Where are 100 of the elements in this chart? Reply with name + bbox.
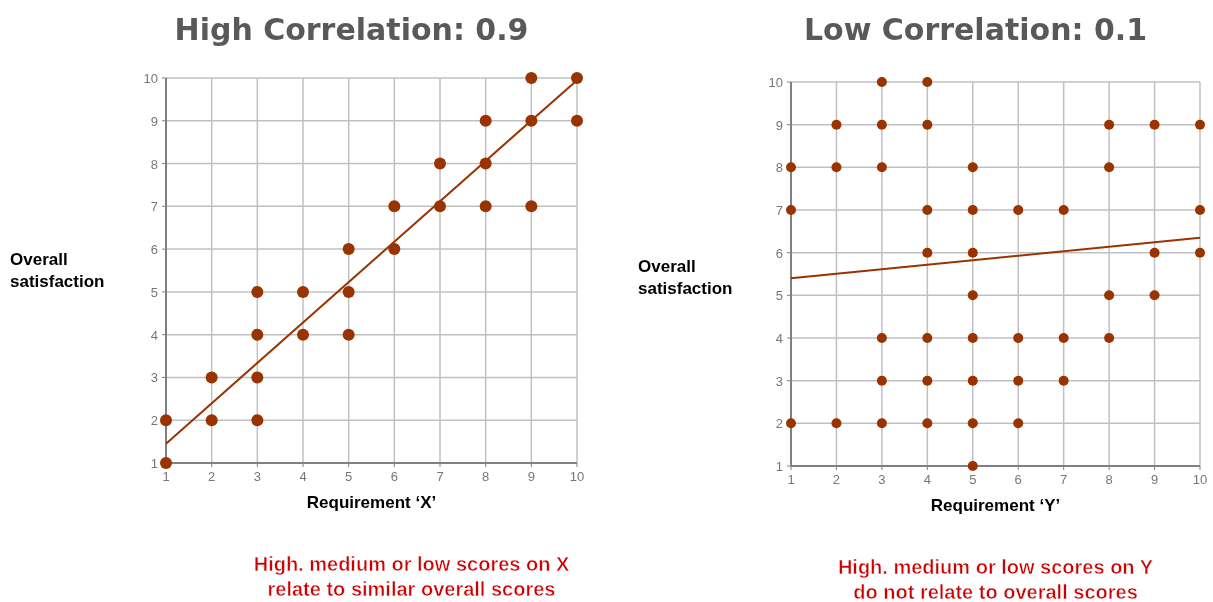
- point: [831, 418, 842, 429]
- point: [967, 333, 978, 343]
- point: [342, 328, 355, 341]
- point: [876, 162, 887, 173]
- y-tick-label: 3: [150, 370, 158, 386]
- x-axis-title: Requirement ‘Y’: [930, 496, 1061, 515]
- y-tick-label: 2: [150, 413, 158, 429]
- point: [967, 290, 978, 301]
- point: [251, 414, 264, 427]
- point: [1149, 119, 1160, 130]
- point: [1149, 290, 1160, 301]
- y-tick-label: 1: [150, 456, 158, 471]
- point: [1013, 375, 1024, 386]
- x-tick-label: 10: [1192, 472, 1208, 487]
- y-axis-title: Overall satisfaction: [638, 257, 733, 298]
- point: [1195, 119, 1205, 130]
- point: [876, 375, 887, 386]
- y-axis-title: Overall satisfaction: [10, 250, 105, 291]
- x-tick-label: 1: [162, 469, 170, 484]
- x-tick-label: 8: [1105, 472, 1113, 487]
- point: [967, 162, 978, 173]
- y-tick-label: 10: [768, 75, 783, 90]
- point: [251, 328, 264, 341]
- point: [922, 418, 933, 429]
- point: [1104, 333, 1115, 343]
- point: [205, 414, 218, 427]
- point: [922, 205, 933, 215]
- y-tick-label: 7: [150, 199, 158, 215]
- point: [251, 371, 264, 384]
- x-tick-label: 3: [253, 469, 261, 484]
- y-tick-label: 9: [150, 113, 158, 129]
- x-tick-label: 2: [208, 469, 216, 484]
- x-tick-label: 8: [482, 469, 490, 484]
- point: [876, 77, 887, 87]
- point: [571, 114, 583, 127]
- x-tick-label: 10: [569, 469, 585, 484]
- x-tick-label: 9: [1150, 472, 1159, 487]
- chart-title: High Correlation: 0.9: [174, 12, 529, 47]
- y-tick-label: 6: [150, 242, 158, 258]
- point: [922, 375, 933, 386]
- y-tick-label: 4: [775, 331, 783, 346]
- x-tick-label: 2: [832, 472, 841, 487]
- point: [786, 162, 796, 173]
- point: [922, 333, 933, 343]
- x-tick-label: 9: [527, 469, 535, 484]
- point: [967, 461, 978, 471]
- y-tick-label: 8: [150, 156, 158, 172]
- point: [160, 414, 172, 427]
- y-tick-label: 3: [775, 373, 783, 389]
- y-tick-label: 9: [775, 117, 783, 133]
- point: [342, 285, 355, 298]
- x-tick-label: 5: [969, 472, 977, 487]
- point: [1104, 162, 1115, 173]
- point: [831, 162, 842, 173]
- point: [922, 119, 933, 130]
- point: [1013, 333, 1024, 343]
- y-tick-label: 10: [143, 71, 158, 86]
- point: [1013, 418, 1024, 429]
- point: [1104, 290, 1115, 301]
- x-tick-label: 4: [923, 472, 931, 487]
- x-tick-label: 5: [345, 469, 353, 484]
- y-tick-label: 1: [775, 459, 783, 474]
- point: [479, 200, 492, 213]
- y-tick-label: 2: [775, 416, 783, 432]
- y-tick-label: 5: [775, 288, 783, 304]
- point: [1013, 205, 1024, 215]
- point: [1195, 247, 1205, 258]
- x-tick-label: 6: [390, 469, 398, 484]
- point: [876, 333, 887, 343]
- y-tick-label: 8: [775, 160, 783, 176]
- point: [388, 243, 401, 256]
- x-tick-label: 7: [436, 469, 444, 484]
- point: [434, 157, 446, 170]
- x-tick-label: 3: [878, 472, 886, 487]
- point: [160, 457, 172, 469]
- point: [1104, 119, 1115, 130]
- point: [967, 205, 978, 215]
- y-tick-label: 5: [150, 284, 158, 300]
- point: [1058, 333, 1069, 343]
- x-tick-label: 6: [1014, 472, 1022, 487]
- chart-title: Low Correlation: 0.1: [803, 12, 1148, 47]
- point: [876, 418, 887, 429]
- point: [1058, 205, 1069, 215]
- point: [297, 328, 309, 341]
- text: High. medium or low scores on Y do not relate to overall scores: [837, 556, 1154, 602]
- y-tick-label: 7: [775, 203, 783, 218]
- point: [876, 119, 887, 130]
- point: [786, 205, 796, 215]
- point: [786, 418, 796, 429]
- x-tick-label: 1: [787, 472, 795, 487]
- point: [1195, 205, 1205, 215]
- point: [525, 72, 538, 84]
- point: [1149, 247, 1160, 258]
- y-tick-label: 6: [775, 245, 783, 261]
- point: [479, 114, 492, 127]
- point: [297, 285, 309, 298]
- point: [525, 200, 538, 213]
- y-tick-label: 4: [150, 327, 158, 343]
- point: [967, 247, 978, 258]
- x-tick-label: 4: [299, 469, 307, 484]
